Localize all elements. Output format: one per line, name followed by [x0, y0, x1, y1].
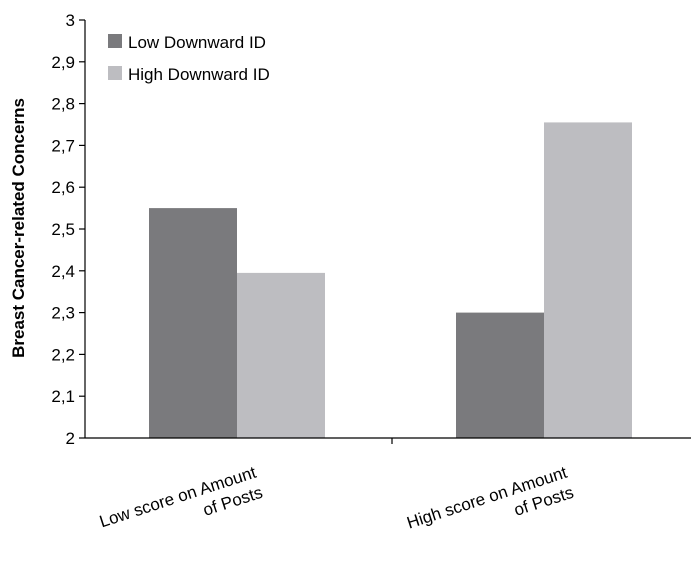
bar-low-downward-high-posts [456, 312, 544, 438]
y-tick-labels: 2 2,1 2,2 2,3 2,4 2,5 2,6 2,7 2,8 2,9 3 [51, 11, 85, 448]
y-tick-label: 2,5 [51, 220, 75, 239]
y-tick-label: 2,9 [51, 53, 75, 72]
y-tick-label: 2 [66, 429, 75, 448]
y-tick-label: 2,3 [51, 304, 75, 323]
y-tick-label: 2,7 [51, 136, 75, 155]
legend-swatch-high-downward [108, 66, 122, 80]
legend-label-high-downward: High Downward ID [128, 65, 270, 84]
y-axis-title-group: Breast Cancer-related Concerns [9, 98, 28, 358]
y-tick-label: 2,2 [51, 345, 75, 364]
y-axis-title: Breast Cancer-related Concerns [9, 98, 28, 358]
legend-label-low-downward: Low Downward ID [128, 33, 266, 52]
bar-high-downward-low-posts [237, 272, 325, 438]
legend: Low Downward ID High Downward ID [108, 33, 270, 84]
y-tick-label: 2,8 [51, 95, 75, 114]
bars-layer [149, 122, 632, 438]
y-tick-label: 2,6 [51, 178, 75, 197]
y-tick-label: 3 [66, 11, 75, 30]
y-tick-label: 2,4 [51, 262, 75, 281]
bar-low-downward-low-posts [149, 208, 237, 438]
y-tick-label: 2,1 [51, 387, 75, 406]
bar-high-downward-high-posts [544, 122, 632, 438]
legend-swatch-low-downward [108, 34, 122, 48]
